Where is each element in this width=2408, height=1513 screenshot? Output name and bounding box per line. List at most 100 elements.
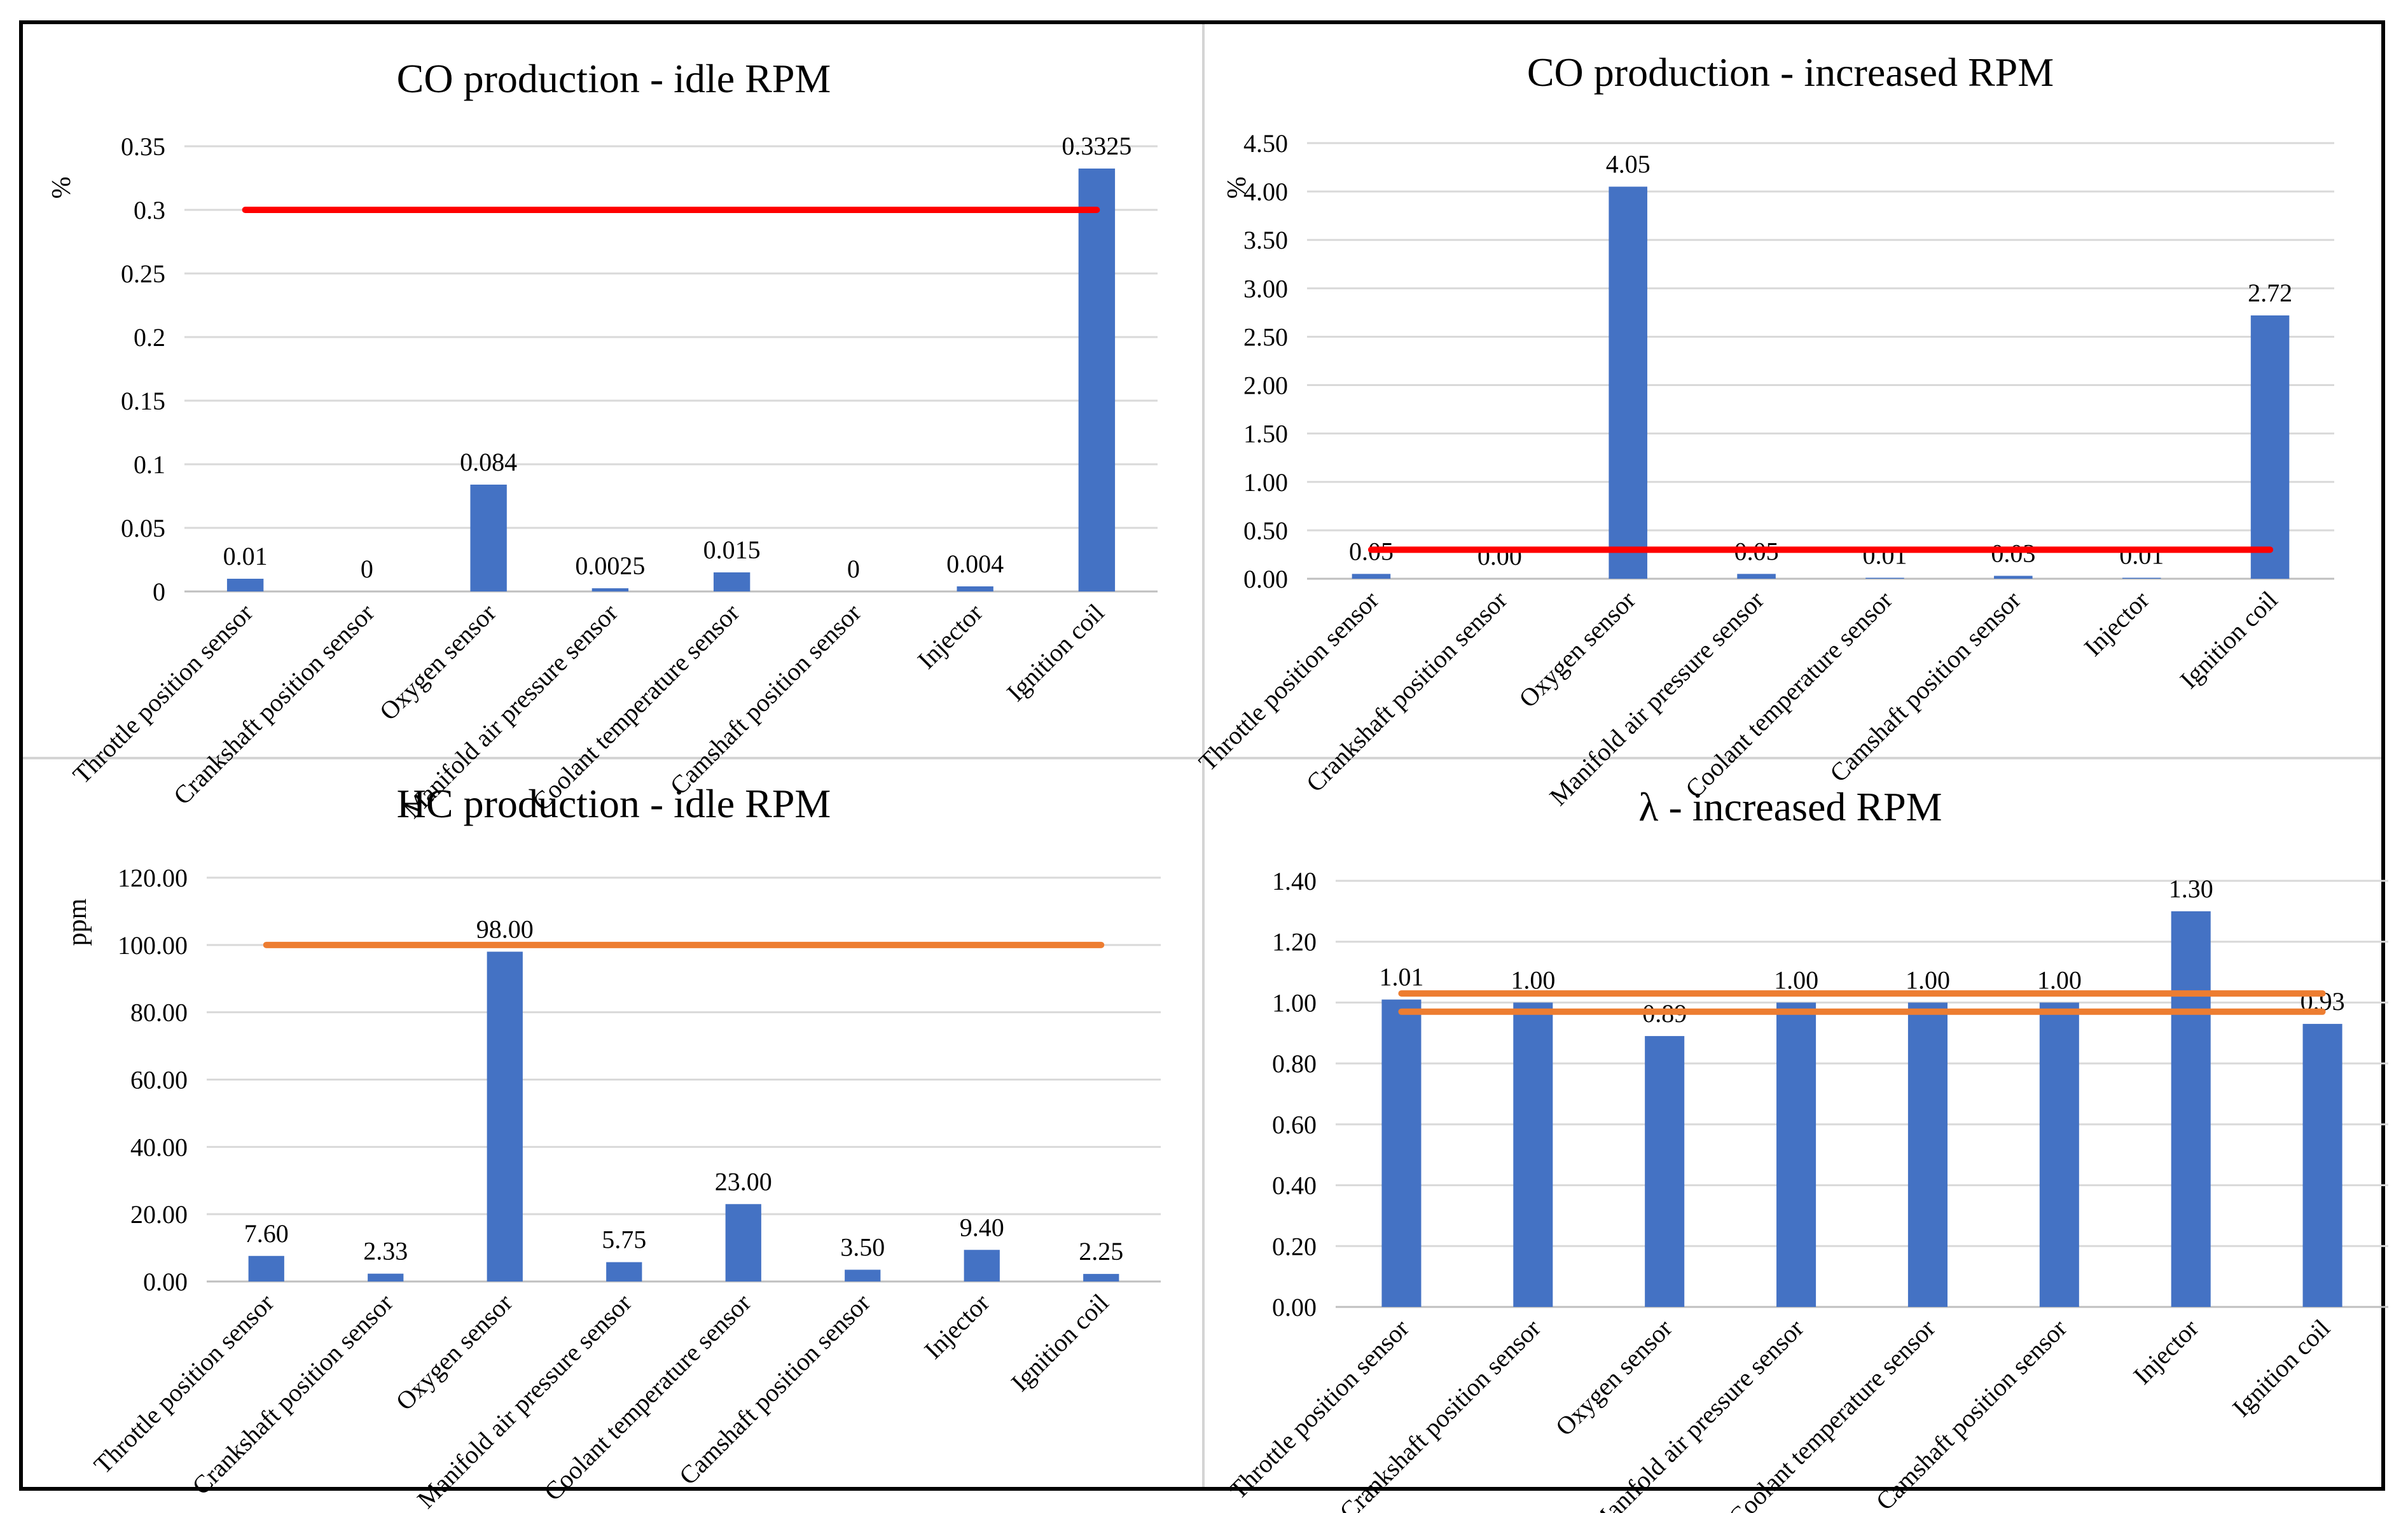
- x-category-label: Injector: [2128, 1314, 2204, 1390]
- data-label: 0: [847, 555, 860, 583]
- bar-coolant-temperature-sensor: [1907, 1002, 1948, 1307]
- data-label: 3.50: [840, 1233, 885, 1261]
- data-label: 5.75: [602, 1226, 646, 1254]
- x-category-label: Oxygen sensor: [390, 1288, 518, 1416]
- x-category-label: Oxygen sensor: [374, 598, 502, 726]
- y-tick-label: 1.40: [1272, 867, 1317, 895]
- y-tick-label: 2.00: [1243, 371, 1288, 400]
- data-label: 98.00: [476, 915, 534, 943]
- bar-coolant-temperature-sensor: [725, 1204, 761, 1282]
- x-category-label: Coolant temperature sensor: [538, 1288, 756, 1507]
- bar-injector: [2171, 911, 2211, 1307]
- y-axis-label: %: [1222, 177, 1252, 199]
- x-category-label: Ignition coil: [2227, 1314, 2335, 1423]
- y-tick-label: 80.00: [130, 998, 188, 1027]
- y-tick-label: 0.50: [1243, 516, 1288, 545]
- data-label: 0.01: [2119, 541, 2164, 569]
- y-tick-label: 0.20: [1272, 1232, 1317, 1261]
- data-label: 0.0025: [575, 551, 645, 580]
- x-category-label: Crankshaft position sensor: [186, 1288, 398, 1500]
- y-tick-label: 0.05: [121, 514, 165, 542]
- y-tick-label: 0.00: [143, 1268, 188, 1296]
- data-label: 1.30: [2169, 874, 2213, 903]
- y-tick-label: 1.50: [1243, 420, 1288, 448]
- y-tick-label: 60.00: [130, 1066, 188, 1095]
- data-label: 0.084: [460, 448, 517, 476]
- bar-throttle-position-sensor: [1352, 574, 1391, 579]
- bar-manifold-air-pressure-sensor: [606, 1262, 642, 1282]
- y-tick-label: 3.00: [1243, 274, 1288, 303]
- x-category-label: Oxygen sensor: [1550, 1314, 1678, 1442]
- x-category-label: Ignition coil: [1006, 1288, 1114, 1397]
- x-category-label: Injector: [912, 598, 988, 675]
- x-category-label: Oxygen sensor: [1513, 586, 1641, 714]
- y-tick-label: 4.00: [1243, 177, 1288, 206]
- y-tick-label: 0.00: [1243, 565, 1288, 593]
- data-label: 1.00: [2037, 965, 2082, 994]
- chart-title: CO production - idle RPM: [397, 56, 831, 101]
- bar-ignition-coil: [1083, 1274, 1119, 1282]
- data-label: 0.01: [223, 542, 268, 570]
- x-category-label: Camshaft position sensor: [674, 1288, 876, 1491]
- chart-lambda-increased: λ - increased RPM 0.00 0.20 0.40 0.60 0.80 1.0…: [1223, 784, 2388, 1513]
- y-tick-label: 1.00: [1272, 988, 1317, 1017]
- x-category-label: Injector: [918, 1288, 995, 1365]
- y-tick-label: 2.50: [1243, 322, 1288, 351]
- bar-camshaft-position-sensor: [2039, 1002, 2079, 1307]
- data-label: 0.004: [946, 549, 1004, 578]
- bar-ignition-coil: [2250, 315, 2290, 579]
- bar-oxygen-sensor: [1609, 186, 1647, 579]
- y-tick-label: 3.50: [1243, 226, 1288, 254]
- y-tick-label: 1.00: [1243, 468, 1288, 497]
- y-tick-label: 20.00: [130, 1200, 188, 1229]
- chart-hc-idle: HC production - idle RPM ppm 0.00 20.00 40.0…: [63, 781, 1161, 1513]
- x-category-label: Injector: [2079, 586, 2155, 662]
- data-label: 1.01: [1379, 963, 1423, 991]
- y-tick-label: 0.25: [121, 259, 165, 288]
- bar-oxygen-sensor: [470, 485, 507, 591]
- bar-throttle-position-sensor: [226, 579, 264, 591]
- bar-ignition-coil: [2302, 1023, 2342, 1307]
- data-label: 2.33: [363, 1237, 408, 1266]
- bar-ignition-coil: [1078, 169, 1116, 591]
- data-label: 2.72: [2248, 279, 2292, 307]
- data-label: 1.00: [1906, 965, 1950, 994]
- bar-oxygen-sensor: [1645, 1036, 1685, 1307]
- chart-title: λ - increased RPM: [1638, 784, 1942, 829]
- bar-crankshaft-position-sensor: [368, 1273, 404, 1282]
- y-tick-label: 120.00: [118, 864, 188, 892]
- bar-throttle-position-sensor: [1381, 999, 1422, 1307]
- data-label: 0.3325: [1062, 132, 1131, 160]
- y-tick-label: 0.2: [134, 323, 165, 352]
- y-tick-label: 0.3: [134, 196, 165, 225]
- data-label: 23.00: [715, 1167, 772, 1196]
- bar-camshaft-position-sensor: [845, 1269, 881, 1282]
- y-tick-label: 0: [153, 577, 165, 606]
- x-category-label: Manifold air pressure sensor: [412, 1288, 637, 1513]
- bar-injector: [2122, 577, 2161, 579]
- data-label: 0.00: [1477, 542, 1522, 570]
- bar-throttle-position-sensor: [248, 1255, 284, 1282]
- y-tick-label: 0.35: [121, 132, 165, 161]
- bar-coolant-temperature-sensor: [1865, 577, 1904, 579]
- y-tick-label: 0.15: [121, 387, 165, 415]
- y-tick-label: 4.50: [1243, 129, 1288, 158]
- data-label: 1.00: [1774, 965, 1818, 994]
- vertical-divider: [1202, 24, 1205, 1487]
- y-axis-label: %: [47, 177, 76, 199]
- data-label: 0: [361, 555, 373, 583]
- data-label: 0.01: [1862, 541, 1907, 569]
- chart-co-idle: CO production - idle RPM% 0 0.05 0.1 0.15 0.2…: [47, 56, 1158, 824]
- y-tick-label: 1.20: [1272, 928, 1317, 957]
- chart-title: CO production - increased RPM: [1527, 50, 2054, 95]
- horizontal-divider: [23, 757, 2381, 759]
- data-label: 9.40: [960, 1213, 1004, 1241]
- data-label: 0.015: [703, 535, 761, 564]
- bar-crankshaft-position-sensor: [1513, 1002, 1553, 1307]
- y-tick-label: 0.00: [1272, 1293, 1317, 1322]
- chart-co-increased: CO production - increased RPM% 0.00 0.50 1.…: [1193, 50, 2334, 811]
- bar-manifold-air-pressure-sensor: [1776, 1002, 1816, 1307]
- bar-injector: [957, 586, 993, 591]
- data-label: 0.03: [1991, 539, 2035, 567]
- x-category-label: Ignition coil: [1001, 598, 1110, 707]
